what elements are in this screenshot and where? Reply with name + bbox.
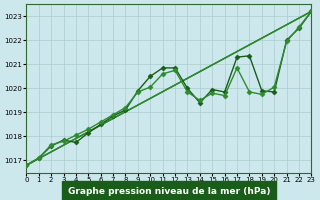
X-axis label: Graphe pression niveau de la mer (hPa): Graphe pression niveau de la mer (hPa) [68,187,270,196]
